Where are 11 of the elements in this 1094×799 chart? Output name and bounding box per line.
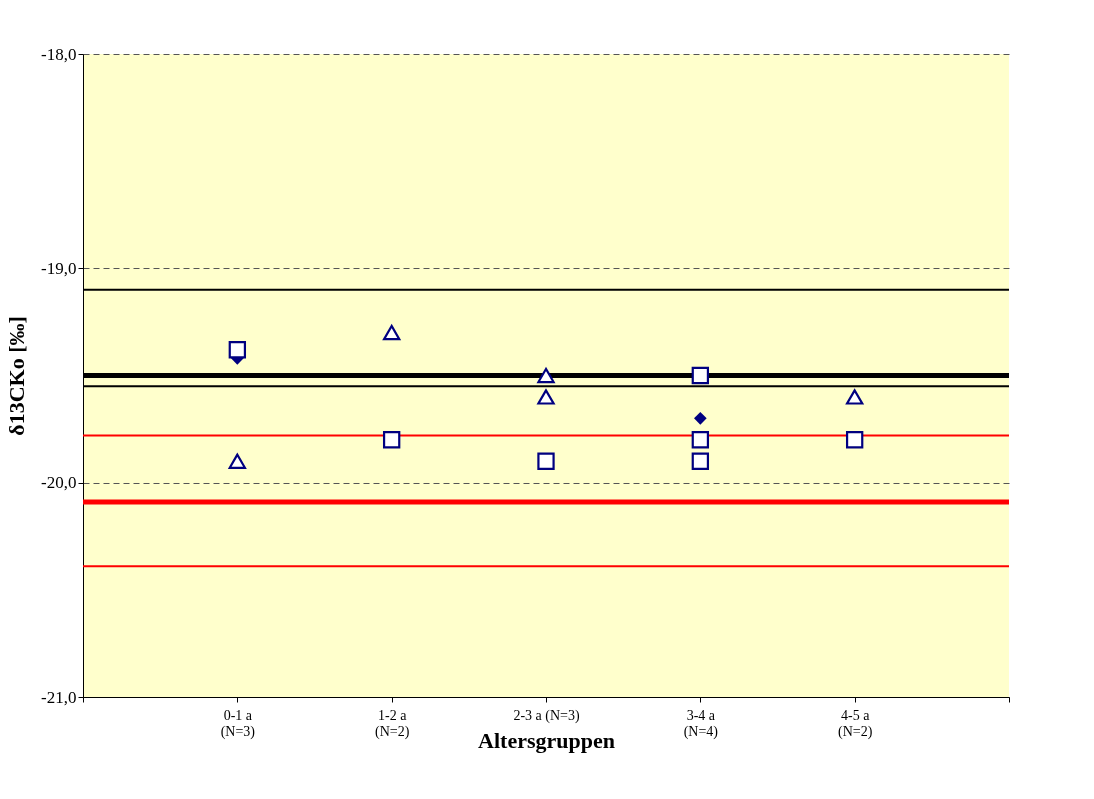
x-tick-label: 0-1 a (N=3) xyxy=(220,707,256,740)
x-tick-label: 1-2 a (N=2) xyxy=(374,707,410,740)
y-tick-label: -21,0 xyxy=(41,687,77,707)
x-tick-label: 4-5 a (N=2) xyxy=(837,707,873,740)
y-tick-label: -20,0 xyxy=(41,473,77,493)
x-tick-label: 2-3 a (N=3) xyxy=(513,707,580,724)
x-tick-label: 3-4 a (N=4) xyxy=(683,707,719,740)
y-tick-label: -19,0 xyxy=(41,258,77,278)
y-tick-label: -18,0 xyxy=(41,44,77,64)
y-axis-title: δ13CKo [‰] xyxy=(4,316,30,436)
x-axis-title: Altersgruppen xyxy=(478,727,615,753)
